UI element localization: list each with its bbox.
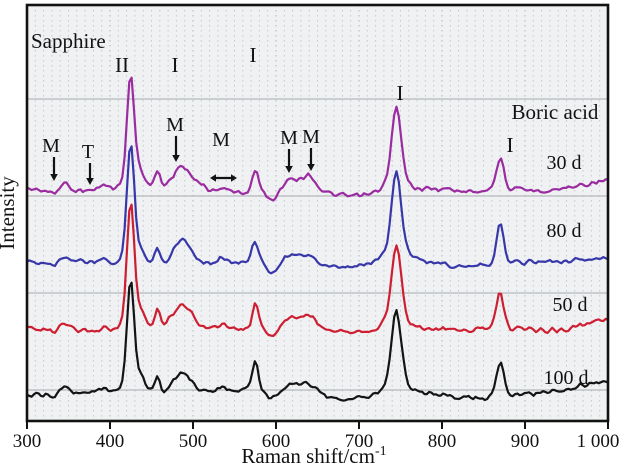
marker-label-M: M	[280, 127, 298, 149]
x-tick-label-500: 500	[179, 431, 208, 452]
x-axis-title-superscript: -1	[375, 444, 387, 459]
double-arrow-left-head-icon	[210, 174, 216, 182]
annotation-peak-I-870: I	[507, 133, 514, 157]
down-arrow-head-icon	[86, 178, 94, 185]
marker-label-M: M	[166, 114, 184, 136]
peak-marker-T: T	[82, 141, 94, 185]
peak-marker-M: M	[280, 127, 298, 173]
annotation-series-80d: 80 d	[547, 220, 582, 242]
x-tick-label-600: 600	[262, 431, 291, 452]
annotation-peak-I-575: I	[250, 43, 257, 67]
down-arrow-head-icon	[307, 164, 315, 171]
down-arrow-head-icon	[50, 174, 58, 181]
peak-marker-M: M	[42, 135, 60, 181]
annotation-series-50d: 50 d	[553, 294, 588, 316]
marker-label-M: M	[302, 126, 320, 148]
annotation-boric-acid: Boric acid	[512, 100, 599, 124]
spectrum-trace-30d	[27, 76, 608, 202]
spectrum-trace-100d	[27, 281, 608, 402]
plot-background	[27, 5, 608, 421]
down-arrow-head-icon	[172, 155, 180, 162]
x-tick-label-900: 900	[511, 431, 540, 452]
double-arrow-right-head-icon	[231, 174, 237, 182]
annotation-series-100d: 100 d	[544, 367, 589, 389]
x-axis-title: Raman shift/cm-1	[241, 444, 386, 468]
annotation-series-30d: 30 d	[547, 152, 582, 174]
spectrum-trace-80d	[27, 145, 608, 275]
marker-label-T: T	[82, 141, 94, 163]
annotation-sapphire: Sapphire	[31, 29, 106, 53]
annotation-peak-I-480: I	[172, 53, 179, 77]
marker-label-M: M	[212, 129, 230, 151]
spectrum-trace-50d	[27, 203, 608, 337]
x-tick-label-300: 300	[13, 431, 42, 452]
x-tick-label-1000: 1 000	[577, 431, 620, 452]
x-tick-label-800: 800	[428, 431, 457, 452]
marker-label-M: M	[42, 135, 60, 157]
peak-marker-M: M	[302, 126, 320, 171]
annotation-peak-II: II	[115, 53, 129, 77]
peak-marker-M: M	[210, 129, 237, 182]
chart-generated-layer: 300 400 500 600 700 800 900 1 000 Sapphire Boric …	[13, 3, 620, 452]
y-axis-title: Intensity	[0, 176, 19, 250]
x-tick-label-700: 700	[345, 431, 374, 452]
annotation-peak-I-745: I	[397, 81, 404, 105]
x-tick-label-400: 400	[96, 431, 125, 452]
x-axis-title-base: Raman shift/cm	[241, 444, 375, 468]
peak-marker-M: M	[166, 114, 184, 162]
down-arrow-head-icon	[285, 166, 293, 173]
plot-border	[25, 3, 610, 423]
